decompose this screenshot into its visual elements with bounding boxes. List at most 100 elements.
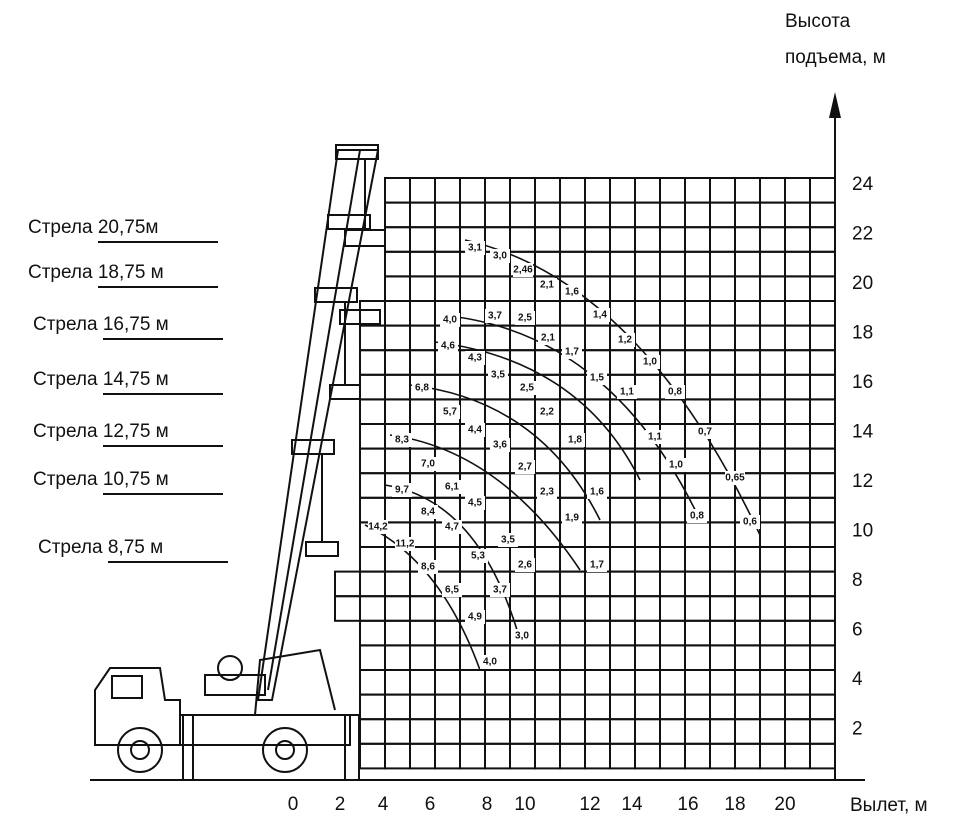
grid-cell <box>810 227 835 252</box>
y-axis-title: Высота <box>785 11 851 32</box>
grid-cell <box>410 350 435 375</box>
grid-cell <box>660 547 685 572</box>
grid-cell <box>660 203 685 228</box>
grid-cell <box>610 596 635 621</box>
load-label: 2,46 <box>513 265 533 276</box>
grid-cell <box>660 695 685 720</box>
grid-cell <box>785 498 810 523</box>
grid-cell <box>435 498 460 523</box>
grid-cell <box>610 449 635 474</box>
grid-cell <box>660 498 685 523</box>
grid-cell <box>735 744 760 769</box>
grid-cell <box>535 178 560 203</box>
grid-cell <box>735 572 760 597</box>
x-tick-label: 18 <box>724 794 745 815</box>
grid-cell <box>485 178 510 203</box>
x-tick-label: 0 <box>288 794 299 815</box>
grid-cell <box>485 473 510 498</box>
boom-label: Стрела 8,75 м <box>38 537 163 558</box>
grid-cell <box>710 375 735 400</box>
grid-cell <box>360 449 385 474</box>
grid-cell <box>385 350 410 375</box>
grid-cell <box>810 719 835 744</box>
grid-cell <box>485 719 510 744</box>
grid-cell <box>385 252 410 277</box>
grid-cell <box>610 670 635 695</box>
load-label: 4,4 <box>468 425 482 436</box>
grid-cell <box>735 399 760 424</box>
grid-cell <box>560 744 585 769</box>
grid-cell <box>360 547 385 572</box>
load-label: 3,1 <box>468 243 482 254</box>
grid-cell <box>635 596 660 621</box>
grid-cell <box>485 695 510 720</box>
grid-cell <box>535 744 560 769</box>
grid-cell <box>710 670 735 695</box>
grid-cell <box>435 695 460 720</box>
grid-cell <box>610 227 635 252</box>
grid-cell <box>735 326 760 351</box>
grid-cell <box>710 719 735 744</box>
grid-cell <box>610 572 635 597</box>
grid-cell <box>785 276 810 301</box>
load-label: 1,2 <box>618 335 632 346</box>
grid-cell <box>760 498 785 523</box>
grid-cell <box>735 276 760 301</box>
load-label: 2,5 <box>518 313 532 324</box>
grid-cell <box>360 670 385 695</box>
crane-truck <box>95 650 359 780</box>
grid-cell <box>610 178 635 203</box>
grid-cell <box>785 719 810 744</box>
grid-cell <box>685 719 710 744</box>
load-label: 4,5 <box>468 498 482 509</box>
grid-cell <box>460 252 485 277</box>
grid-cell <box>635 670 660 695</box>
grid-cell <box>460 719 485 744</box>
grid-cell <box>410 227 435 252</box>
grid-cell <box>635 695 660 720</box>
grid-cell <box>535 645 560 670</box>
grid-cell <box>410 203 435 228</box>
grid-cell <box>685 350 710 375</box>
grid-cell <box>385 326 410 351</box>
grid-cell <box>760 670 785 695</box>
y-tick-label: 16 <box>852 372 873 393</box>
grid-cell <box>810 449 835 474</box>
grid-cell <box>385 572 410 597</box>
grid-cell <box>460 572 485 597</box>
grid-cell <box>710 744 735 769</box>
grid-cell <box>610 252 635 277</box>
grid-cell <box>610 744 635 769</box>
grid-cell <box>760 522 785 547</box>
load-label: 0,7 <box>698 427 712 438</box>
grid-cell <box>660 670 685 695</box>
grid-cell <box>785 670 810 695</box>
grid-cell <box>660 399 685 424</box>
grid-cell <box>710 695 735 720</box>
grid-cell <box>635 375 660 400</box>
grid-cell <box>485 203 510 228</box>
grid-cell <box>635 744 660 769</box>
grid-cell <box>560 695 585 720</box>
load-label: 2,2 <box>540 407 554 418</box>
grid-cell <box>685 547 710 572</box>
grid-cell <box>810 670 835 695</box>
grid-cell <box>510 596 535 621</box>
grid-cell <box>460 473 485 498</box>
grid-cell <box>785 695 810 720</box>
grid-cell <box>710 498 735 523</box>
grid-cell <box>385 203 410 228</box>
load-label: 1,4 <box>593 310 607 321</box>
load-label: 2,1 <box>541 333 555 344</box>
grid-cell <box>685 744 710 769</box>
load-label: 3,5 <box>501 535 515 546</box>
grid-cell <box>560 252 585 277</box>
grid-cell <box>635 645 660 670</box>
grid-cell <box>785 424 810 449</box>
grid-cell <box>510 227 535 252</box>
grid-cell <box>685 326 710 351</box>
load-label: 3,6 <box>493 440 507 451</box>
grid-cell <box>685 670 710 695</box>
x-tick-label: 2 <box>335 794 346 815</box>
grid-cell <box>660 473 685 498</box>
